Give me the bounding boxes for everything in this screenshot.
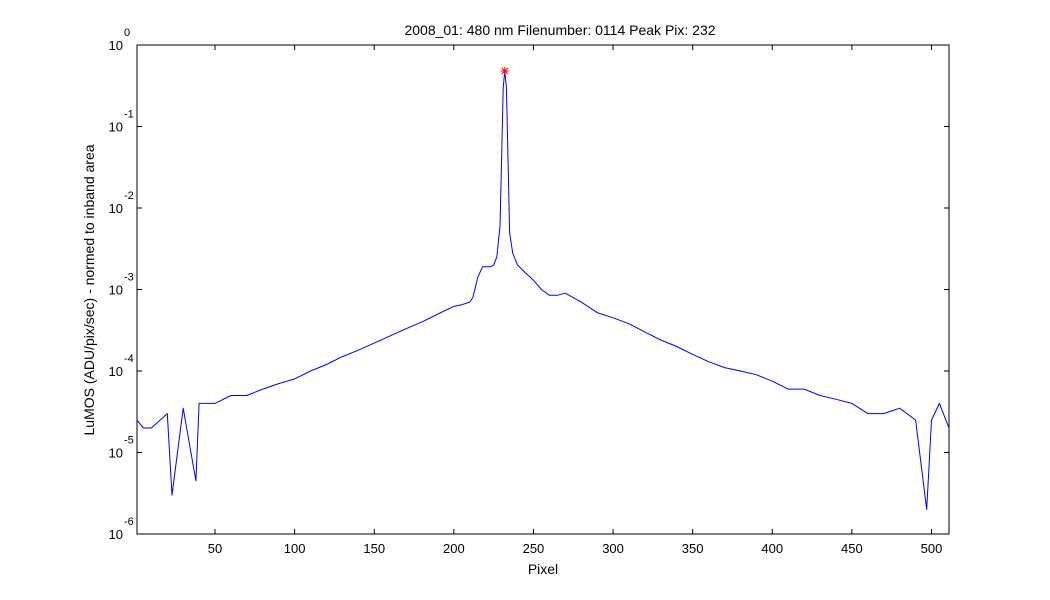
y-tick-label-exponent: 0 — [124, 27, 130, 39]
y-tick-label-base: 10 — [109, 201, 123, 216]
plot-frame — [136, 44, 950, 535]
x-tick-label: 200 — [443, 541, 465, 556]
marker-layer — [500, 66, 509, 75]
x-tick-label: 300 — [602, 541, 624, 556]
y-tick-label-exponent: -3 — [124, 272, 134, 284]
x-tick-label: 450 — [841, 541, 863, 556]
x-tick-label: 100 — [284, 541, 306, 556]
x-axis-label: Pixel — [528, 561, 558, 577]
y-tick-label-base: 10 — [109, 283, 123, 298]
y-tick-label-base: 10 — [109, 364, 123, 379]
series-layer — [137, 70, 949, 510]
y-tick-label-exponent: -1 — [124, 109, 134, 121]
x-tick-label: 400 — [761, 541, 783, 556]
x-tick-label: 250 — [523, 541, 545, 556]
x-tick-label: 50 — [208, 541, 222, 556]
chart-title: 2008_01: 480 nm Filenumber: 0114 Peak Pi… — [404, 22, 715, 38]
y-tick-label-base: 10 — [109, 527, 123, 542]
y-tick-label-exponent: -5 — [124, 435, 134, 447]
x-tick-label: 150 — [363, 541, 385, 556]
y-axis-label: LuMOS (ADU/pix/sec) - normed to inband a… — [81, 144, 97, 435]
x-ticks: 50 100 150 200 250 300 350 400 450 500 — [208, 45, 943, 556]
y-tick-label-exponent: -4 — [124, 353, 134, 365]
y-tick-label-base: 10 — [109, 120, 123, 135]
y-tick-label-exponent: -2 — [124, 190, 134, 202]
peak-marker — [500, 66, 509, 75]
y-tick-label-base: 10 — [109, 446, 123, 461]
series-line-0 — [137, 70, 949, 510]
y-tick-label-exponent: -6 — [124, 516, 134, 528]
x-tick-label: 500 — [921, 541, 943, 556]
x-tick-label: 350 — [682, 541, 704, 556]
y-tick-label-base: 10 — [109, 38, 123, 53]
